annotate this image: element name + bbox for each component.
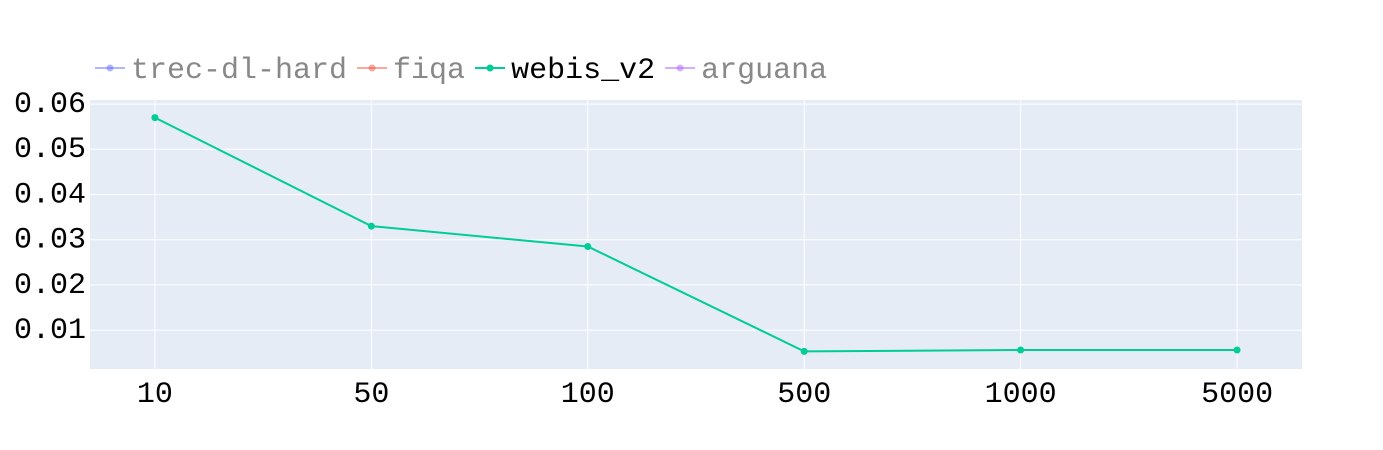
x-tick-label: 5000 — [1201, 378, 1273, 412]
legend-label[interactable]: trec-dl-hard — [131, 54, 347, 88]
x-tick-label: 10 — [137, 378, 173, 412]
legend-marker — [486, 64, 494, 72]
x-tick-label: 500 — [777, 378, 831, 412]
y-tick-label: 0.06 — [14, 88, 86, 122]
y-tick-label: 0.04 — [14, 178, 86, 212]
data-point — [1017, 346, 1025, 354]
y-tick-label: 0.01 — [14, 314, 86, 348]
data-point — [584, 242, 592, 250]
data-point — [800, 347, 808, 355]
data-point — [367, 222, 375, 230]
data-point — [151, 114, 159, 122]
legend-label[interactable]: fiqa — [393, 54, 465, 88]
x-tick-label: 100 — [561, 378, 615, 412]
legend-label[interactable]: arguana — [701, 54, 827, 88]
x-tick-label: 50 — [353, 378, 389, 412]
plot-area — [90, 100, 1302, 369]
y-tick-label: 0.05 — [14, 133, 86, 167]
series-line — [154, 116, 1238, 353]
legend-marker — [368, 64, 376, 72]
data-point — [1233, 346, 1241, 354]
y-tick-label: 0.03 — [14, 224, 86, 258]
y-tick-label: 0.02 — [14, 269, 86, 303]
legend-marker — [676, 64, 684, 72]
legend-label[interactable]: webis_v2 — [511, 54, 655, 88]
x-tick-label: 1000 — [985, 378, 1057, 412]
legend-marker — [106, 64, 114, 72]
